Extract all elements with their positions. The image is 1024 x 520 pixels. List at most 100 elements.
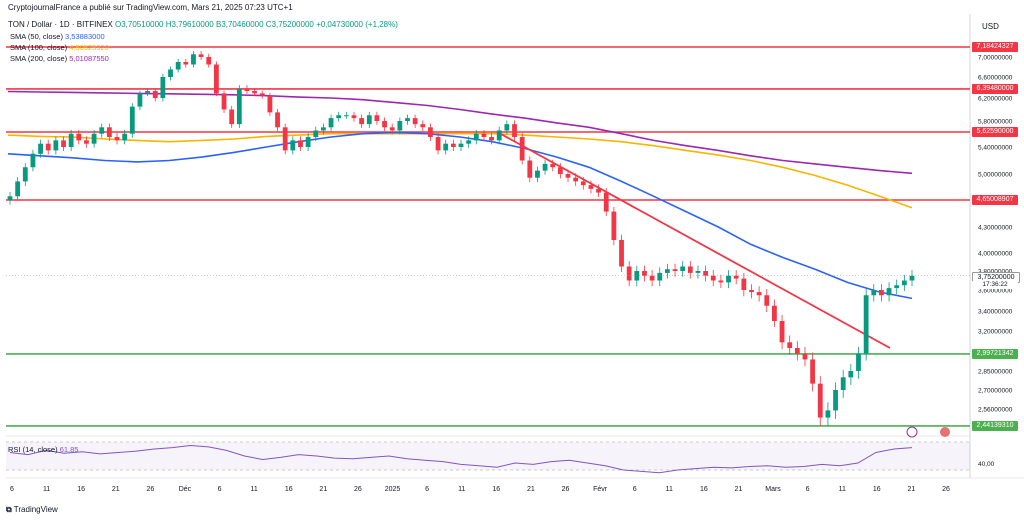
candle-up [38,143,43,154]
candle-up [664,269,670,273]
candle-down [412,118,418,125]
sma200-label: SMA (200, close) [10,54,68,63]
candle-up [535,170,540,178]
published-note: CryptojournalFrance a publié sur Trading… [8,3,293,12]
rsi-axis-label: 40,00 [978,461,995,468]
candle-down [374,115,380,121]
flag-event-icon [940,427,950,437]
sma200-line [7,90,913,175]
candle-up [175,62,181,70]
candle-up [99,127,105,134]
tv-brand-text: TradingView [13,505,58,514]
candle-up [191,54,196,65]
candle-down [672,269,678,271]
x-tick-label: 16 [77,486,85,493]
rsi-value: 61,85 [59,445,79,454]
x-tick-label: 16 [492,486,500,493]
candle-down [573,177,579,182]
candle-down [611,211,617,240]
price-tag-r3: 5,62590000 [972,127,1018,137]
x-tick-label: 6 [218,486,222,493]
tv-logo-icon: ⧉ [6,505,12,514]
candle-down [588,185,594,189]
candle-up [894,285,900,289]
candle-up [496,130,502,141]
candle-up [825,410,831,418]
candle-up [504,124,510,131]
candle-up [871,290,877,296]
sma100-legend[interactable]: SMA (100, close) 4,50525920 [10,43,109,52]
candle-down [642,271,647,276]
candle-down [152,91,158,98]
candle-up [290,140,296,151]
candle-down [389,127,395,131]
candle-up [160,77,166,98]
candle-down [603,192,609,212]
sma50-legend[interactable]: SMA (50, close) 3,53883000 [10,32,105,41]
x-tick-label: 6 [425,486,429,493]
x-tick-label: 26 [146,486,154,493]
y-tick-label: 6,20000000 [978,96,1013,103]
candle-down [221,93,227,110]
symbol-title[interactable]: TON / Dollar · 1D · BITFINEX [8,20,113,29]
x-tick-label: 21 [112,486,120,493]
candle-up [405,118,410,121]
sma50-value: 3,53883000 [65,32,105,41]
candle-up [863,295,869,354]
candle-down [764,295,770,306]
candle-down [879,290,884,296]
candle-up [909,275,915,281]
candle-up [856,353,861,371]
candle-up [7,196,13,200]
x-tick-label: 21 [319,486,327,493]
sma200-legend[interactable]: SMA (200, close) 5,01087550 [10,54,109,63]
y-tick-label: 6,60000000 [978,75,1013,82]
candle-up [328,118,334,128]
x-tick-label: 6 [633,486,637,493]
candle-down [359,118,365,125]
candle-up [466,140,472,144]
price-tag-s1: 2,99721342 [972,349,1018,359]
tradingview-logo[interactable]: ⧉ TradingView [6,505,58,515]
x-tick-label: 11 [43,486,50,493]
candle-down [45,143,51,151]
candle-up [236,88,242,125]
x-tick-label: 11 [666,486,673,493]
candle-up [443,143,449,151]
rsi-label: RSI (14, close) [8,445,58,454]
price-tag-r2: 6,39480000 [972,84,1018,94]
candle-down [351,115,357,119]
x-tick-label: 6 [10,486,14,493]
candle-down [183,62,189,65]
candle-down [550,163,556,168]
candle-down [794,347,800,354]
rsi-legend[interactable]: RSI (14, close) 61,85 [8,445,78,454]
candle-down [779,321,785,343]
rsi-band [6,442,970,470]
candle-down [382,121,387,128]
candle-up [473,133,479,141]
candle-down [282,127,288,151]
x-tick-label: 11 [839,486,846,493]
candle-down [428,127,433,138]
candle-up [886,288,892,296]
candle-down [489,137,494,141]
candle-down [626,266,632,281]
y-tick-label: 5,00000000 [978,172,1013,179]
candle-down [213,64,219,94]
x-tick-label: 21 [735,486,743,493]
candle-up [542,163,548,171]
candle-down [580,181,586,186]
x-tick-label: Mars [765,486,781,493]
candle-down [229,109,235,125]
candle-down [76,133,82,141]
countdown-timer: 17:36:22 [972,281,1018,289]
candle-up [91,133,97,144]
sma100-label: SMA (100, close) [10,43,68,52]
y-tick-label: 7,00000000 [978,55,1013,62]
candle-down [259,93,265,96]
candle-down [435,137,441,151]
candle-down [61,140,66,147]
